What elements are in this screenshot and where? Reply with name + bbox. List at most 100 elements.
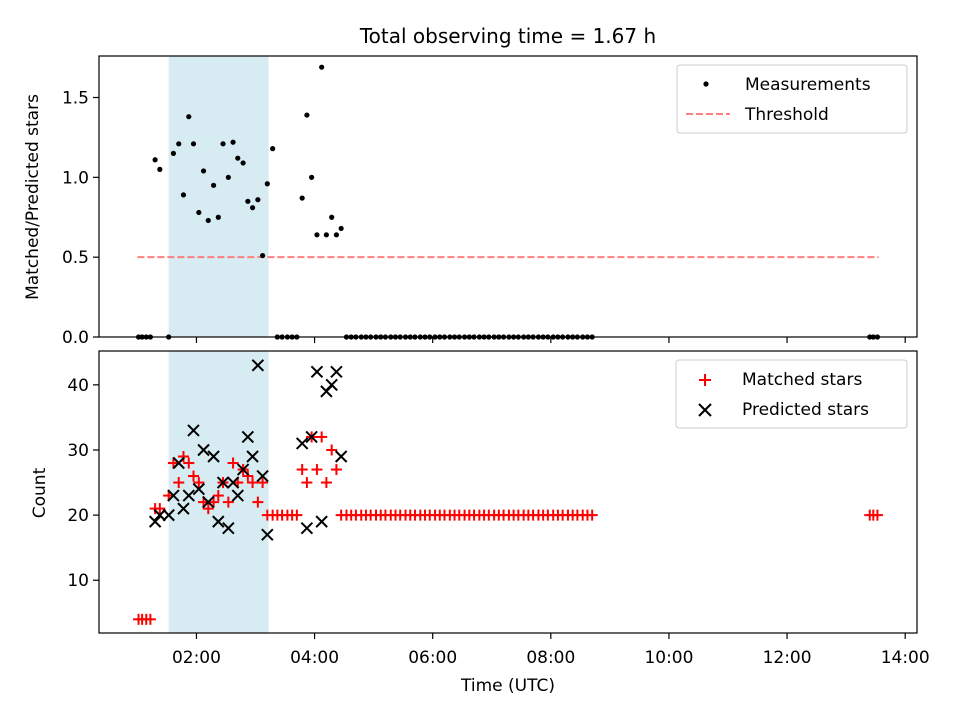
matched-star-point — [208, 496, 220, 508]
matched-star-point — [242, 470, 254, 482]
measurement-point — [196, 209, 202, 216]
predicted-star-point — [187, 424, 200, 437]
predicted-star-points — [148, 359, 348, 541]
matched-star-point — [247, 477, 259, 489]
bottom-axes-frame — [98, 350, 918, 634]
predicted-star-point — [241, 430, 255, 444]
measurement-point — [255, 197, 261, 203]
measurement-point — [230, 139, 236, 145]
predicted-star-point — [177, 502, 190, 515]
measurement-point — [152, 157, 158, 163]
bottom-x-ticks: 02:00 04:00 06:00 08:00 10:00 12:00 14:00 — [172, 633, 930, 668]
bottom-panel: 10 20 30 40 02:00 04:00 06:00 08:00 10:00 12:00 1… — [30, 350, 930, 696]
bottom-y-tick-label: 40 — [67, 376, 89, 396]
matched-star-point — [154, 503, 166, 515]
matched-star-point — [173, 477, 185, 489]
measurement-point — [176, 141, 182, 147]
x-tick-label: 12:00 — [763, 648, 812, 668]
predicted-star-point — [236, 463, 250, 476]
matched-star-point — [252, 496, 264, 508]
top-y-tick-label: 1.0 — [62, 168, 89, 188]
matched-star-point — [871, 509, 883, 521]
top-legend: Measurements Threshold — [676, 64, 908, 134]
measurement-point — [249, 205, 256, 211]
legend-marker-measurements — [703, 81, 709, 87]
matched-star-point — [187, 470, 199, 482]
measurement-point — [190, 141, 197, 147]
top-axes-frame — [98, 55, 918, 338]
matched-star-point — [177, 451, 189, 463]
measurement-point — [245, 198, 251, 204]
x-axis-label: Time (UTC) — [460, 676, 555, 696]
top-x-ticks — [195, 337, 906, 343]
predicted-star-point — [182, 489, 195, 502]
matched-star-point — [316, 431, 328, 443]
measurement-point — [170, 150, 177, 156]
predicted-star-point — [261, 528, 274, 541]
legend-label-predicted: Predicted stars — [742, 400, 869, 420]
measurement-point — [314, 232, 320, 238]
x-tick-label: 10:00 — [644, 648, 693, 668]
top-panel: 0.0 0.5 1.0 1.5 Matched/Predicted stars Mea… — [23, 55, 918, 348]
measurement-point — [323, 232, 329, 238]
predicted-star-point — [246, 450, 259, 463]
matched-star-point — [202, 503, 214, 515]
measurement-point — [260, 252, 266, 259]
predicted-star-point — [207, 450, 220, 463]
matched-star-point — [227, 457, 239, 469]
predicted-star-point — [153, 508, 167, 522]
measurement-point — [180, 192, 187, 198]
x-tick-label: 08:00 — [526, 648, 575, 668]
top-y-axis-label: Matched/Predicted stars — [23, 94, 43, 300]
matched-star-point — [320, 477, 332, 489]
x-tick-label: 04:00 — [290, 648, 339, 668]
predicted-star-point — [148, 515, 162, 528]
matched-star-point — [144, 613, 156, 625]
predicted-star-point — [226, 476, 240, 489]
legend-label-threshold: Threshold — [744, 105, 829, 125]
predicted-star-point — [197, 443, 210, 457]
predicted-star-point — [325, 378, 338, 392]
predicted-star-point — [330, 365, 343, 379]
measurement-point — [309, 174, 315, 180]
predicted-star-point — [167, 489, 180, 502]
top-y-tick-label: 0.5 — [62, 248, 89, 268]
top-legend-frame — [676, 64, 908, 134]
predicted-star-point — [172, 456, 185, 470]
predicted-star-point — [300, 521, 314, 535]
measurement-point — [299, 195, 305, 201]
predicted-star-point — [334, 450, 348, 463]
bottom-legend-frame — [675, 359, 908, 429]
matched-star-point — [193, 477, 205, 489]
matched-star-point — [296, 464, 308, 476]
measurement-point — [157, 166, 163, 172]
predicted-star-point — [256, 469, 269, 483]
top-y-ticks: 0.0 0.5 1.0 1.5 — [62, 89, 99, 348]
predicted-star-point — [231, 489, 245, 502]
predicted-star-point — [251, 359, 265, 372]
matched-star-point — [330, 464, 342, 476]
predicted-star-point — [310, 365, 324, 379]
matched-star-point — [311, 464, 323, 476]
matched-star-point — [167, 457, 179, 469]
measurement-point — [329, 214, 335, 220]
measurement-point — [333, 232, 340, 238]
matched-star-point — [586, 509, 598, 521]
predicted-star-point — [162, 508, 175, 522]
bottom-y-tick-label: 20 — [67, 506, 89, 526]
bottom-y-tick-label: 10 — [67, 571, 89, 591]
bottom-y-ticks: 10 20 30 40 — [67, 376, 99, 591]
predicted-star-point — [305, 430, 318, 444]
measurement-point — [338, 225, 344, 232]
bottom-y-axis-label: Count — [30, 467, 50, 518]
measurement-point — [220, 141, 226, 147]
measurement-point — [270, 146, 276, 152]
matched-star-point — [301, 477, 313, 489]
measurement-point — [319, 64, 325, 70]
legend-marker-predicted — [698, 403, 712, 417]
matched-star-point — [257, 477, 269, 489]
predicted-star-point — [295, 437, 309, 450]
predicted-star-point — [192, 482, 206, 496]
measurement-point — [304, 112, 310, 118]
